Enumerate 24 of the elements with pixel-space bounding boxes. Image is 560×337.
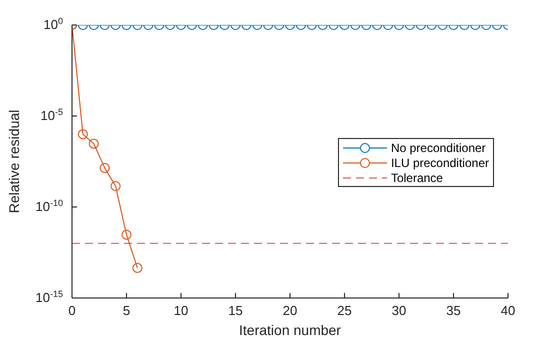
y-tick-label: 10$^{-5}$ — [40, 107, 63, 123]
x-tick-label: 30 — [392, 303, 406, 318]
legend-label: Tolerance — [390, 170, 443, 184]
x-tick-label: 25 — [337, 303, 352, 318]
x-tick-label: 35 — [446, 303, 461, 318]
y-axis-title: Relative residual — [6, 110, 22, 214]
x-tick-label: 40 — [500, 303, 516, 318]
x-tick-label: 0 — [68, 303, 76, 318]
y-tick-label: 10$^{-15}$ — [36, 289, 63, 305]
point — [100, 162, 110, 173]
point — [122, 230, 132, 240]
y-tick-label: 10$^{-10}$ — [36, 198, 63, 214]
x-tick-label: 10 — [174, 303, 188, 318]
x-tick-label: 15 — [228, 303, 243, 318]
point — [78, 129, 88, 140]
x-axis-title: Iteration number — [239, 322, 342, 337]
x-tick-label: 20 — [282, 303, 298, 318]
point — [110, 181, 121, 192]
point — [132, 262, 142, 273]
point — [88, 138, 99, 149]
legend-label: ILU preconditioner — [390, 156, 489, 170]
x-tick-label: 5 — [122, 303, 130, 318]
legend-label: No preconditioner — [390, 140, 486, 154]
y-tick-label: 10$^{0}$ — [44, 16, 63, 32]
